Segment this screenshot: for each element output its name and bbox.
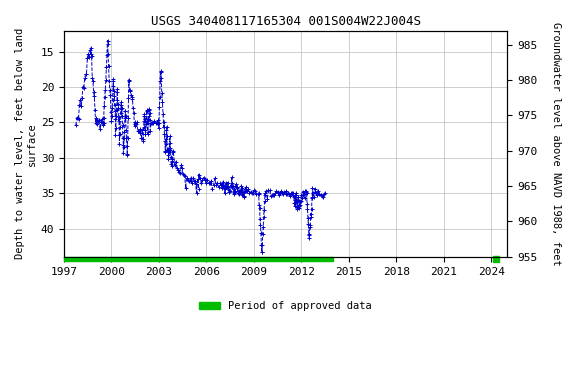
Y-axis label: Depth to water level, feet below land
surface: Depth to water level, feet below land su… xyxy=(15,28,37,259)
Legend: Period of approved data: Period of approved data xyxy=(195,297,376,315)
Y-axis label: Groundwater level above NAVD 1988, feet: Groundwater level above NAVD 1988, feet xyxy=(551,22,561,266)
Title: USGS 340408117165304 001S004W22J004S: USGS 340408117165304 001S004W22J004S xyxy=(150,15,420,28)
